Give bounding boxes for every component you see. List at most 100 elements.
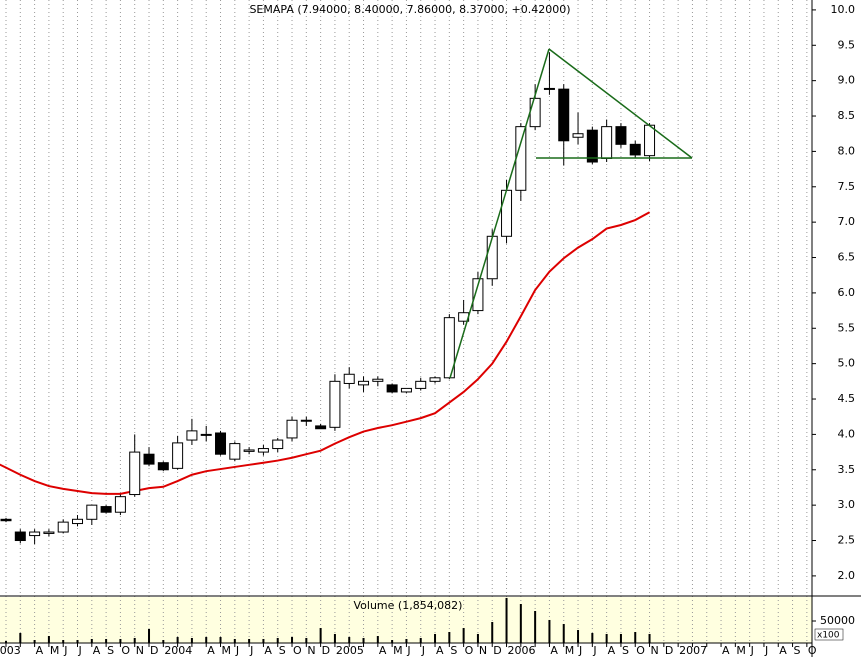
x-tick-label: J: [421, 644, 425, 657]
candle-body: [644, 124, 656, 157]
x-tick-label: J: [750, 644, 754, 657]
y-tick-label: 8.5: [838, 109, 856, 122]
x-tick-label: A: [207, 644, 215, 657]
x-tick-label: 2005: [336, 644, 364, 657]
volume-bar: [33, 640, 36, 643]
volume-bar: [534, 610, 537, 643]
unit-box: [814, 628, 844, 641]
volume-bar: [305, 637, 308, 643]
x-tick-label: J: [63, 644, 67, 657]
candle-body: [572, 133, 584, 138]
x-tick-label: 2007: [679, 644, 707, 657]
volume-bar: [376, 636, 379, 643]
candle-body: [114, 496, 126, 513]
x-tick-label: O: [808, 644, 817, 657]
candle-body: [358, 380, 370, 386]
volume-bar: [76, 640, 79, 643]
x-tick-label: J: [406, 644, 410, 657]
x-tick-label: A: [608, 644, 616, 657]
volume-bar: [148, 629, 151, 643]
trendline: [548, 48, 693, 159]
volume-bar: [348, 637, 351, 643]
volume-bar: [105, 638, 108, 643]
candle-body: [329, 380, 341, 428]
y-tick-label: 3.0: [838, 498, 856, 511]
candle-body: [272, 439, 284, 450]
y-tick-label: 7.5: [838, 180, 856, 193]
volume-bar: [562, 623, 565, 643]
volume-bar: [233, 638, 236, 643]
x-tick-label: D: [322, 644, 330, 657]
candle-body: [0, 518, 12, 522]
y-tick-label: 9.0: [838, 74, 856, 87]
candle-body: [157, 462, 169, 471]
volume-bar: [62, 640, 65, 643]
volume-bar: [362, 637, 365, 643]
volume-bar: [162, 640, 165, 643]
candle-body: [400, 387, 412, 393]
x-tick-label: J: [764, 644, 768, 657]
volume-bar: [205, 637, 208, 643]
candle-body: [315, 425, 327, 430]
candle-body: [200, 433, 212, 436]
y-tick-label: 5.0: [838, 357, 856, 370]
x-tick-label: 2004: [164, 644, 192, 657]
x-tick-label: M: [736, 644, 746, 657]
y-tick-label: 10.0: [831, 3, 856, 16]
volume-bar: [634, 631, 637, 643]
y-tick-label: 3.5: [838, 463, 856, 476]
x-tick-label: S: [107, 644, 114, 657]
candle-body: [501, 189, 513, 237]
x-tick-label: N: [307, 644, 315, 657]
y-tick-label: 7.0: [838, 215, 856, 228]
volume-bar: [333, 633, 336, 643]
y-tick-label: 2.5: [838, 534, 856, 547]
candle-body: [343, 373, 355, 384]
trendline: [449, 48, 550, 379]
x-tick-label: O: [636, 644, 645, 657]
x-tick-label: J: [578, 644, 582, 657]
x-tick-label: O: [465, 644, 474, 657]
candle-body: [515, 126, 527, 191]
x-tick-label: M: [565, 644, 575, 657]
x-tick-label: 2006: [508, 644, 536, 657]
candle-body: [415, 380, 427, 389]
volume-bar: [248, 638, 251, 643]
x-tick-label: N: [136, 644, 144, 657]
x-tick-label: D: [493, 644, 501, 657]
volume-bar: [419, 637, 422, 643]
volume-bar: [448, 631, 451, 643]
unit-label: x100: [817, 631, 840, 641]
x-tick-label: M: [393, 644, 403, 657]
x-tick-label: J: [78, 644, 82, 657]
candle-body: [386, 384, 398, 393]
candle-body: [286, 419, 298, 439]
volume-bar: [5, 641, 8, 643]
x-tick-label: N: [479, 644, 487, 657]
y-tick-label: 9.5: [838, 38, 856, 51]
candle-body: [43, 531, 55, 534]
volume-bar: [605, 633, 608, 643]
volume-bar: [648, 633, 651, 643]
volume-bar: [176, 637, 179, 643]
moving-average: [0, 211, 651, 495]
x-tick-label: J: [249, 644, 253, 657]
candle-body: [229, 443, 241, 460]
y-tick-label: 6.0: [838, 286, 856, 299]
candle-body: [601, 126, 613, 159]
x-tick-label: A: [93, 644, 101, 657]
x-tick-label: 2003: [0, 644, 21, 657]
y-tick-label: 5.5: [838, 321, 856, 334]
volume-bar: [276, 637, 279, 643]
volume-bar: [491, 622, 494, 643]
volume-bar: [133, 637, 136, 643]
candle-body: [472, 278, 484, 312]
candle-body: [558, 88, 570, 142]
x-tick-label: N: [651, 644, 659, 657]
candle-body: [543, 87, 555, 90]
volume-bar: [476, 633, 479, 643]
volume-title: Volume (1,854,082): [354, 599, 463, 612]
volume-bar: [19, 633, 22, 643]
volume-bar: [577, 630, 580, 643]
